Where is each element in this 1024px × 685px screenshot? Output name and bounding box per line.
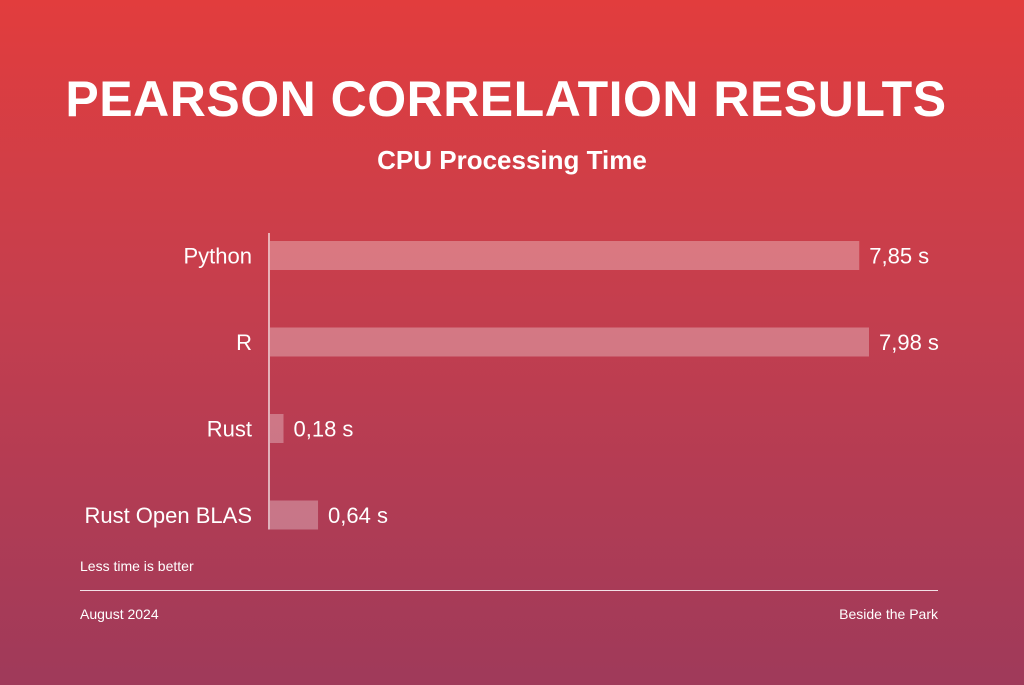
value-label: 7,98 s [879, 330, 939, 355]
category-label: Python [184, 244, 253, 269]
footer-date: August 2024 [80, 606, 159, 622]
bar-1 [270, 327, 869, 357]
bar-3 [270, 500, 319, 530]
footer-brand: Beside the Park [839, 606, 938, 622]
category-label: Rust [207, 417, 252, 442]
footer-divider [80, 590, 938, 591]
value-label: 7,85 s [869, 244, 929, 269]
bar-0 [270, 241, 860, 270]
category-label: R [236, 330, 252, 355]
chart-title: PEARSON CORRELATION RESULTS [65, 71, 947, 127]
chart-note: Less time is better [80, 558, 194, 574]
value-label: 0,64 s [328, 503, 388, 528]
chart-subtitle: CPU Processing Time [377, 145, 647, 175]
bar-2 [270, 414, 284, 443]
category-label: Rust Open BLAS [84, 503, 252, 528]
value-label: 0,18 s [294, 417, 354, 442]
